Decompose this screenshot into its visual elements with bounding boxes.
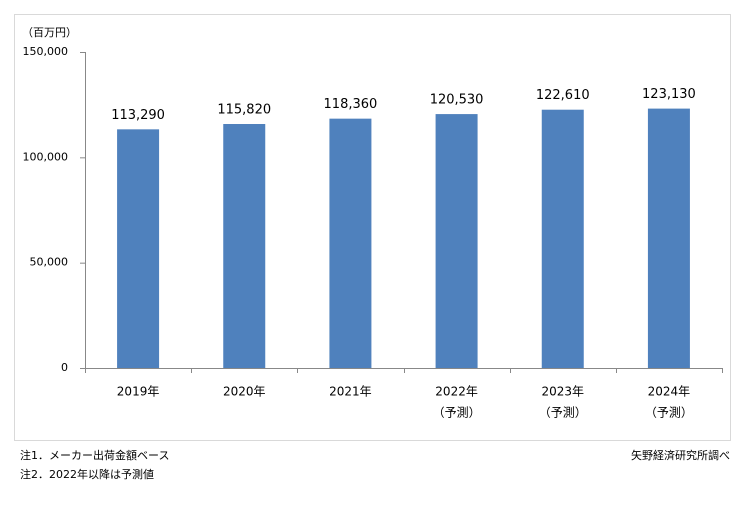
x-tick-label: 2023年 <box>541 385 584 399</box>
x-tick-label: 2022年 <box>435 385 478 399</box>
value-label: 120,530 <box>430 93 484 108</box>
value-label: 123,130 <box>642 87 696 102</box>
y-tick-label: 150,000 <box>23 45 69 58</box>
source: 矢野経済研究所調べ <box>631 448 730 462</box>
note: 注2．2022年以降は予測値 <box>20 467 154 481</box>
x-tick-sublabel: （予測） <box>539 406 587 420</box>
bar <box>647 108 690 368</box>
bar <box>223 124 266 369</box>
value-label: 115,820 <box>217 103 271 118</box>
x-tick-sublabel: （予測） <box>433 406 481 420</box>
x-tick-label: 2020年 <box>223 385 266 399</box>
value-label: 122,610 <box>536 88 590 103</box>
bar <box>435 114 478 368</box>
bar <box>329 118 372 368</box>
y-tick-label: 50,000 <box>30 256 69 269</box>
x-tick-label: 2019年 <box>117 385 160 399</box>
x-tick-label: 2021年 <box>329 385 372 399</box>
x-tick-label: 2024年 <box>648 385 691 399</box>
value-label: 118,360 <box>324 97 378 112</box>
note: 注1．メーカー出荷金額ベース <box>20 448 169 462</box>
unit-label: （百万円） <box>22 26 77 39</box>
bar <box>117 129 160 368</box>
y-tick-label: 100,000 <box>23 150 69 163</box>
bar <box>541 109 584 368</box>
x-tick-sublabel: （予測） <box>645 406 693 420</box>
value-label: 113,290 <box>111 108 165 123</box>
y-tick-label: 0 <box>61 361 68 374</box>
